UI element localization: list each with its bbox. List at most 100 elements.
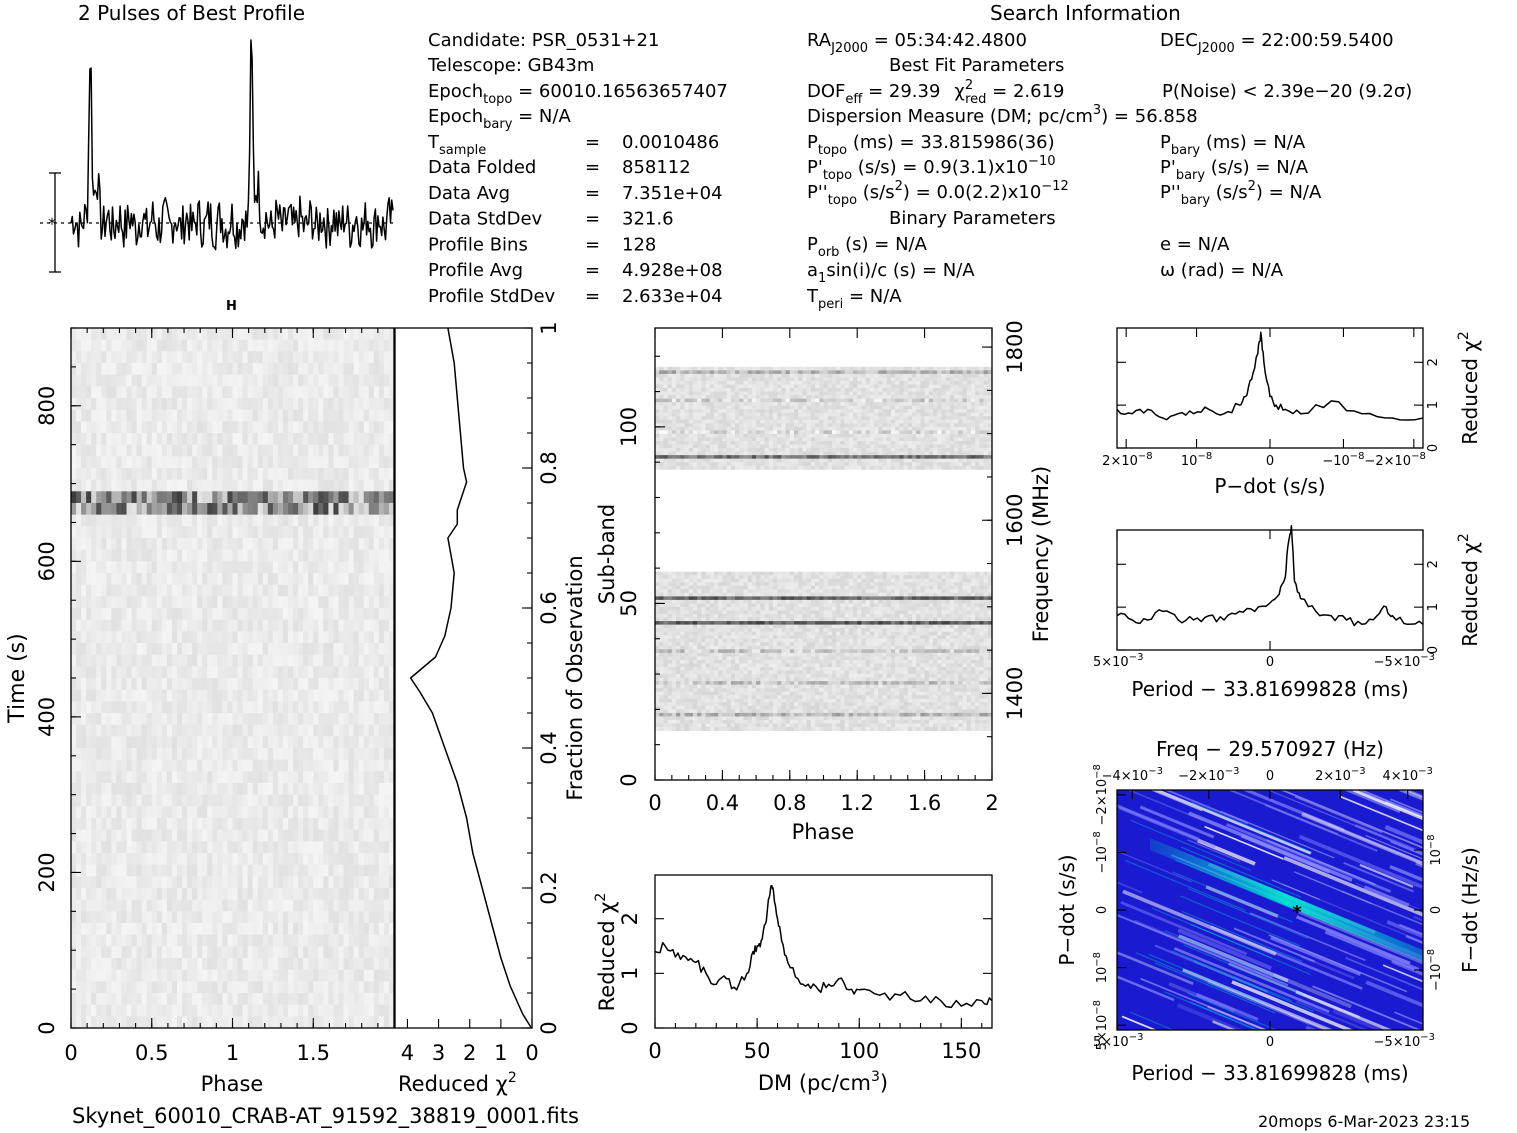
time-phase-cell bbox=[277, 328, 284, 341]
time-phase-cell bbox=[187, 736, 193, 749]
time-phase-cell bbox=[298, 969, 304, 982]
time-phase-cell bbox=[293, 631, 299, 644]
time-phase-cell bbox=[267, 549, 274, 562]
subband-cell bbox=[983, 377, 989, 382]
time-phase-cell bbox=[388, 946, 395, 959]
subband-cell bbox=[882, 366, 888, 371]
subband-cell bbox=[975, 395, 980, 400]
subband-cell bbox=[827, 370, 833, 375]
time-phase-cell bbox=[106, 1016, 112, 1029]
time-phase-cell bbox=[383, 619, 390, 632]
time-phase-cell bbox=[161, 351, 168, 364]
time-phase-cell bbox=[288, 701, 294, 714]
time-phase-cell bbox=[161, 433, 168, 446]
time-phase-cell bbox=[227, 771, 234, 784]
time-phase-cell bbox=[277, 678, 284, 691]
time-phase-cell bbox=[151, 421, 158, 434]
time-phase-cell bbox=[182, 398, 188, 411]
time-phase-cell bbox=[151, 993, 158, 1006]
time-phase-cell bbox=[171, 538, 178, 551]
time-phase-cell bbox=[298, 1016, 304, 1029]
time-phase-cell bbox=[348, 631, 355, 644]
time-phase-cell bbox=[207, 841, 213, 854]
subband-cell bbox=[831, 373, 837, 378]
time-phase-cell bbox=[348, 584, 355, 597]
time-phase-cell bbox=[257, 409, 264, 422]
time-phase-cell bbox=[187, 561, 193, 574]
time-phase-cell bbox=[96, 573, 102, 586]
time-phase-cell bbox=[101, 748, 107, 761]
subband-cell bbox=[713, 398, 719, 403]
time-phase-cell bbox=[343, 689, 350, 702]
subband-cell bbox=[701, 377, 707, 382]
time-phase-cell bbox=[348, 864, 355, 877]
time-phase-cell bbox=[192, 351, 198, 364]
subband-cell bbox=[680, 366, 685, 371]
time-phase-cell bbox=[187, 584, 193, 597]
subband-cell bbox=[659, 373, 664, 378]
time-phase-cell bbox=[187, 771, 193, 784]
time-phase-cell bbox=[333, 538, 340, 551]
time-phase-cell bbox=[368, 468, 375, 481]
time-phase-cell bbox=[111, 888, 118, 901]
time-phase-cell bbox=[71, 981, 77, 994]
subband-cell bbox=[730, 373, 736, 378]
time-phase-cell bbox=[207, 561, 213, 574]
time-phase-cell bbox=[277, 736, 284, 749]
time-phase-cell bbox=[267, 993, 274, 1006]
time-phase-cell bbox=[288, 841, 294, 854]
time-phase-cell bbox=[242, 713, 249, 726]
subband-cell bbox=[781, 395, 787, 400]
time-phase-cell bbox=[252, 736, 259, 749]
time-phase-cell bbox=[176, 631, 183, 644]
subband-cell bbox=[764, 373, 770, 378]
time-phase-cell bbox=[81, 876, 87, 889]
time-phase-cell bbox=[136, 444, 143, 457]
time-phase-cell bbox=[146, 946, 153, 959]
time-phase-cell bbox=[91, 386, 97, 399]
time-phase-cell bbox=[116, 643, 123, 656]
time-phase-cell bbox=[262, 351, 269, 364]
time-phase-cell bbox=[282, 514, 289, 527]
subband-cell bbox=[655, 391, 660, 396]
time-phase-cell bbox=[71, 958, 77, 971]
time-phase-cell bbox=[293, 608, 299, 621]
time-phase-cell bbox=[262, 888, 269, 901]
time-phase-cell bbox=[247, 561, 254, 574]
time-phase-cell bbox=[91, 783, 97, 796]
time-phase-cell bbox=[267, 503, 274, 516]
subband-cell bbox=[806, 373, 812, 378]
time-phase-cell bbox=[111, 748, 118, 761]
time-phase-cell bbox=[166, 351, 173, 364]
time-phase-cell bbox=[257, 538, 264, 551]
time-phase-cell bbox=[328, 386, 335, 399]
time-phase-cell bbox=[368, 363, 375, 376]
time-phase-cell bbox=[166, 619, 173, 632]
time-phase-cell bbox=[373, 398, 380, 411]
subband-cell bbox=[680, 395, 685, 400]
time-phase-cell bbox=[232, 339, 239, 352]
time-phase-cell bbox=[71, 701, 77, 714]
subband-cell bbox=[916, 395, 921, 400]
time-phase-cell bbox=[161, 794, 168, 807]
time-phase-cell bbox=[323, 596, 329, 609]
subband-cell bbox=[937, 384, 942, 389]
time-phase-cell bbox=[81, 573, 87, 586]
time-phase-cell bbox=[81, 818, 87, 831]
time-phase-cell bbox=[257, 619, 264, 632]
time-phase-cell bbox=[288, 724, 294, 737]
time-phase-cell bbox=[141, 969, 148, 982]
time-phase-cell bbox=[262, 736, 269, 749]
time-phase-cell bbox=[288, 654, 294, 667]
subband-cell bbox=[680, 391, 685, 396]
time-phase-cell bbox=[298, 806, 304, 819]
time-phase-cell bbox=[262, 958, 269, 971]
time-phase-cell bbox=[308, 853, 314, 866]
time-phase-cell bbox=[212, 398, 218, 411]
time-phase-cell bbox=[141, 339, 148, 352]
time-phase-cell bbox=[151, 456, 158, 469]
time-phase-cell bbox=[141, 946, 148, 959]
subband-cell bbox=[697, 370, 702, 375]
time-phase-cell bbox=[252, 946, 259, 959]
time-phase-cell bbox=[257, 479, 264, 492]
